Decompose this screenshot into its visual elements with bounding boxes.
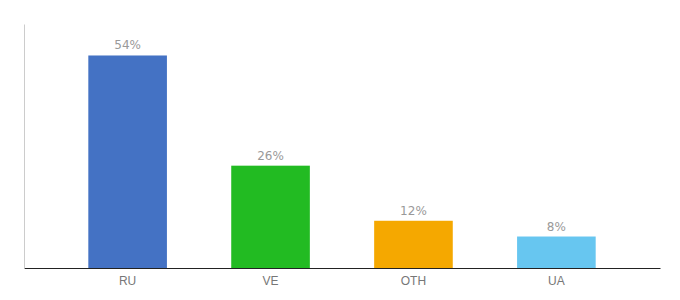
x-tick: UA — [548, 268, 565, 288]
data-label: 54% — [114, 38, 141, 52]
chart: 54% 26% 12% 8% RU VE OTH UA — [0, 0, 680, 300]
x-axis-line — [25, 268, 661, 269]
x-tick: OTH — [401, 268, 426, 288]
bar — [231, 166, 310, 268]
x-tick-label: RU — [119, 274, 136, 288]
y-axis — [24, 25, 25, 269]
bar — [374, 221, 453, 268]
data-label: 26% — [257, 149, 284, 163]
bars — [88, 55, 595, 268]
x-tick-label: OTH — [401, 274, 426, 288]
x-tick: RU — [119, 268, 136, 288]
x-axis: RU VE OTH UA — [25, 268, 661, 288]
x-tick: VE — [263, 268, 279, 288]
x-tick-label: VE — [263, 274, 279, 288]
plot-area: 54% 26% 12% 8% RU VE OTH UA — [25, 25, 661, 288]
bar — [88, 55, 167, 268]
data-label: 8% — [547, 220, 566, 234]
y-axis-line — [24, 25, 25, 269]
data-label: 12% — [400, 204, 427, 218]
bar — [517, 237, 596, 268]
x-tick-label: UA — [548, 274, 565, 288]
data-labels: 54% 26% 12% 8% — [114, 38, 566, 233]
